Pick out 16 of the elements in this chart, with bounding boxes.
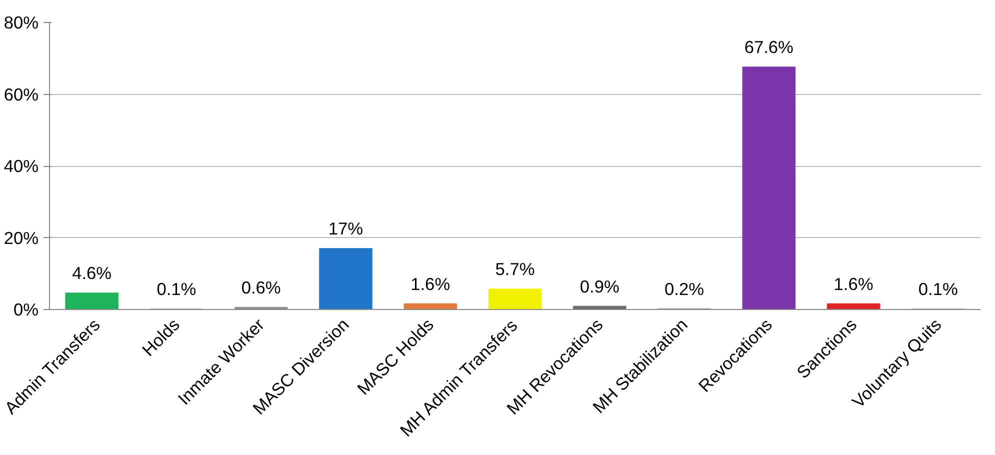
data-label: 0.9% <box>580 276 620 296</box>
y-tick-label: 0% <box>13 300 38 320</box>
data-label: 0.1% <box>156 279 196 300</box>
data-label: 67.6% <box>744 36 794 57</box>
data-label: 0.2% <box>664 278 704 299</box>
y-tick-label: 60% <box>4 84 39 104</box>
data-label: 17% <box>328 218 364 239</box>
y-tick-label: 80% <box>4 12 39 32</box>
data-label: 0.1% <box>918 279 958 300</box>
data-label: 4.6% <box>72 262 112 283</box>
data-label: 1.6% <box>410 274 450 294</box>
data-label: 1.6% <box>834 274 874 294</box>
data-label: 0.6% <box>241 277 281 298</box>
data-label: 5.7% <box>495 259 535 280</box>
y-tick-label: 40% <box>4 156 39 176</box>
y-tick-label: 20% <box>4 228 39 248</box>
